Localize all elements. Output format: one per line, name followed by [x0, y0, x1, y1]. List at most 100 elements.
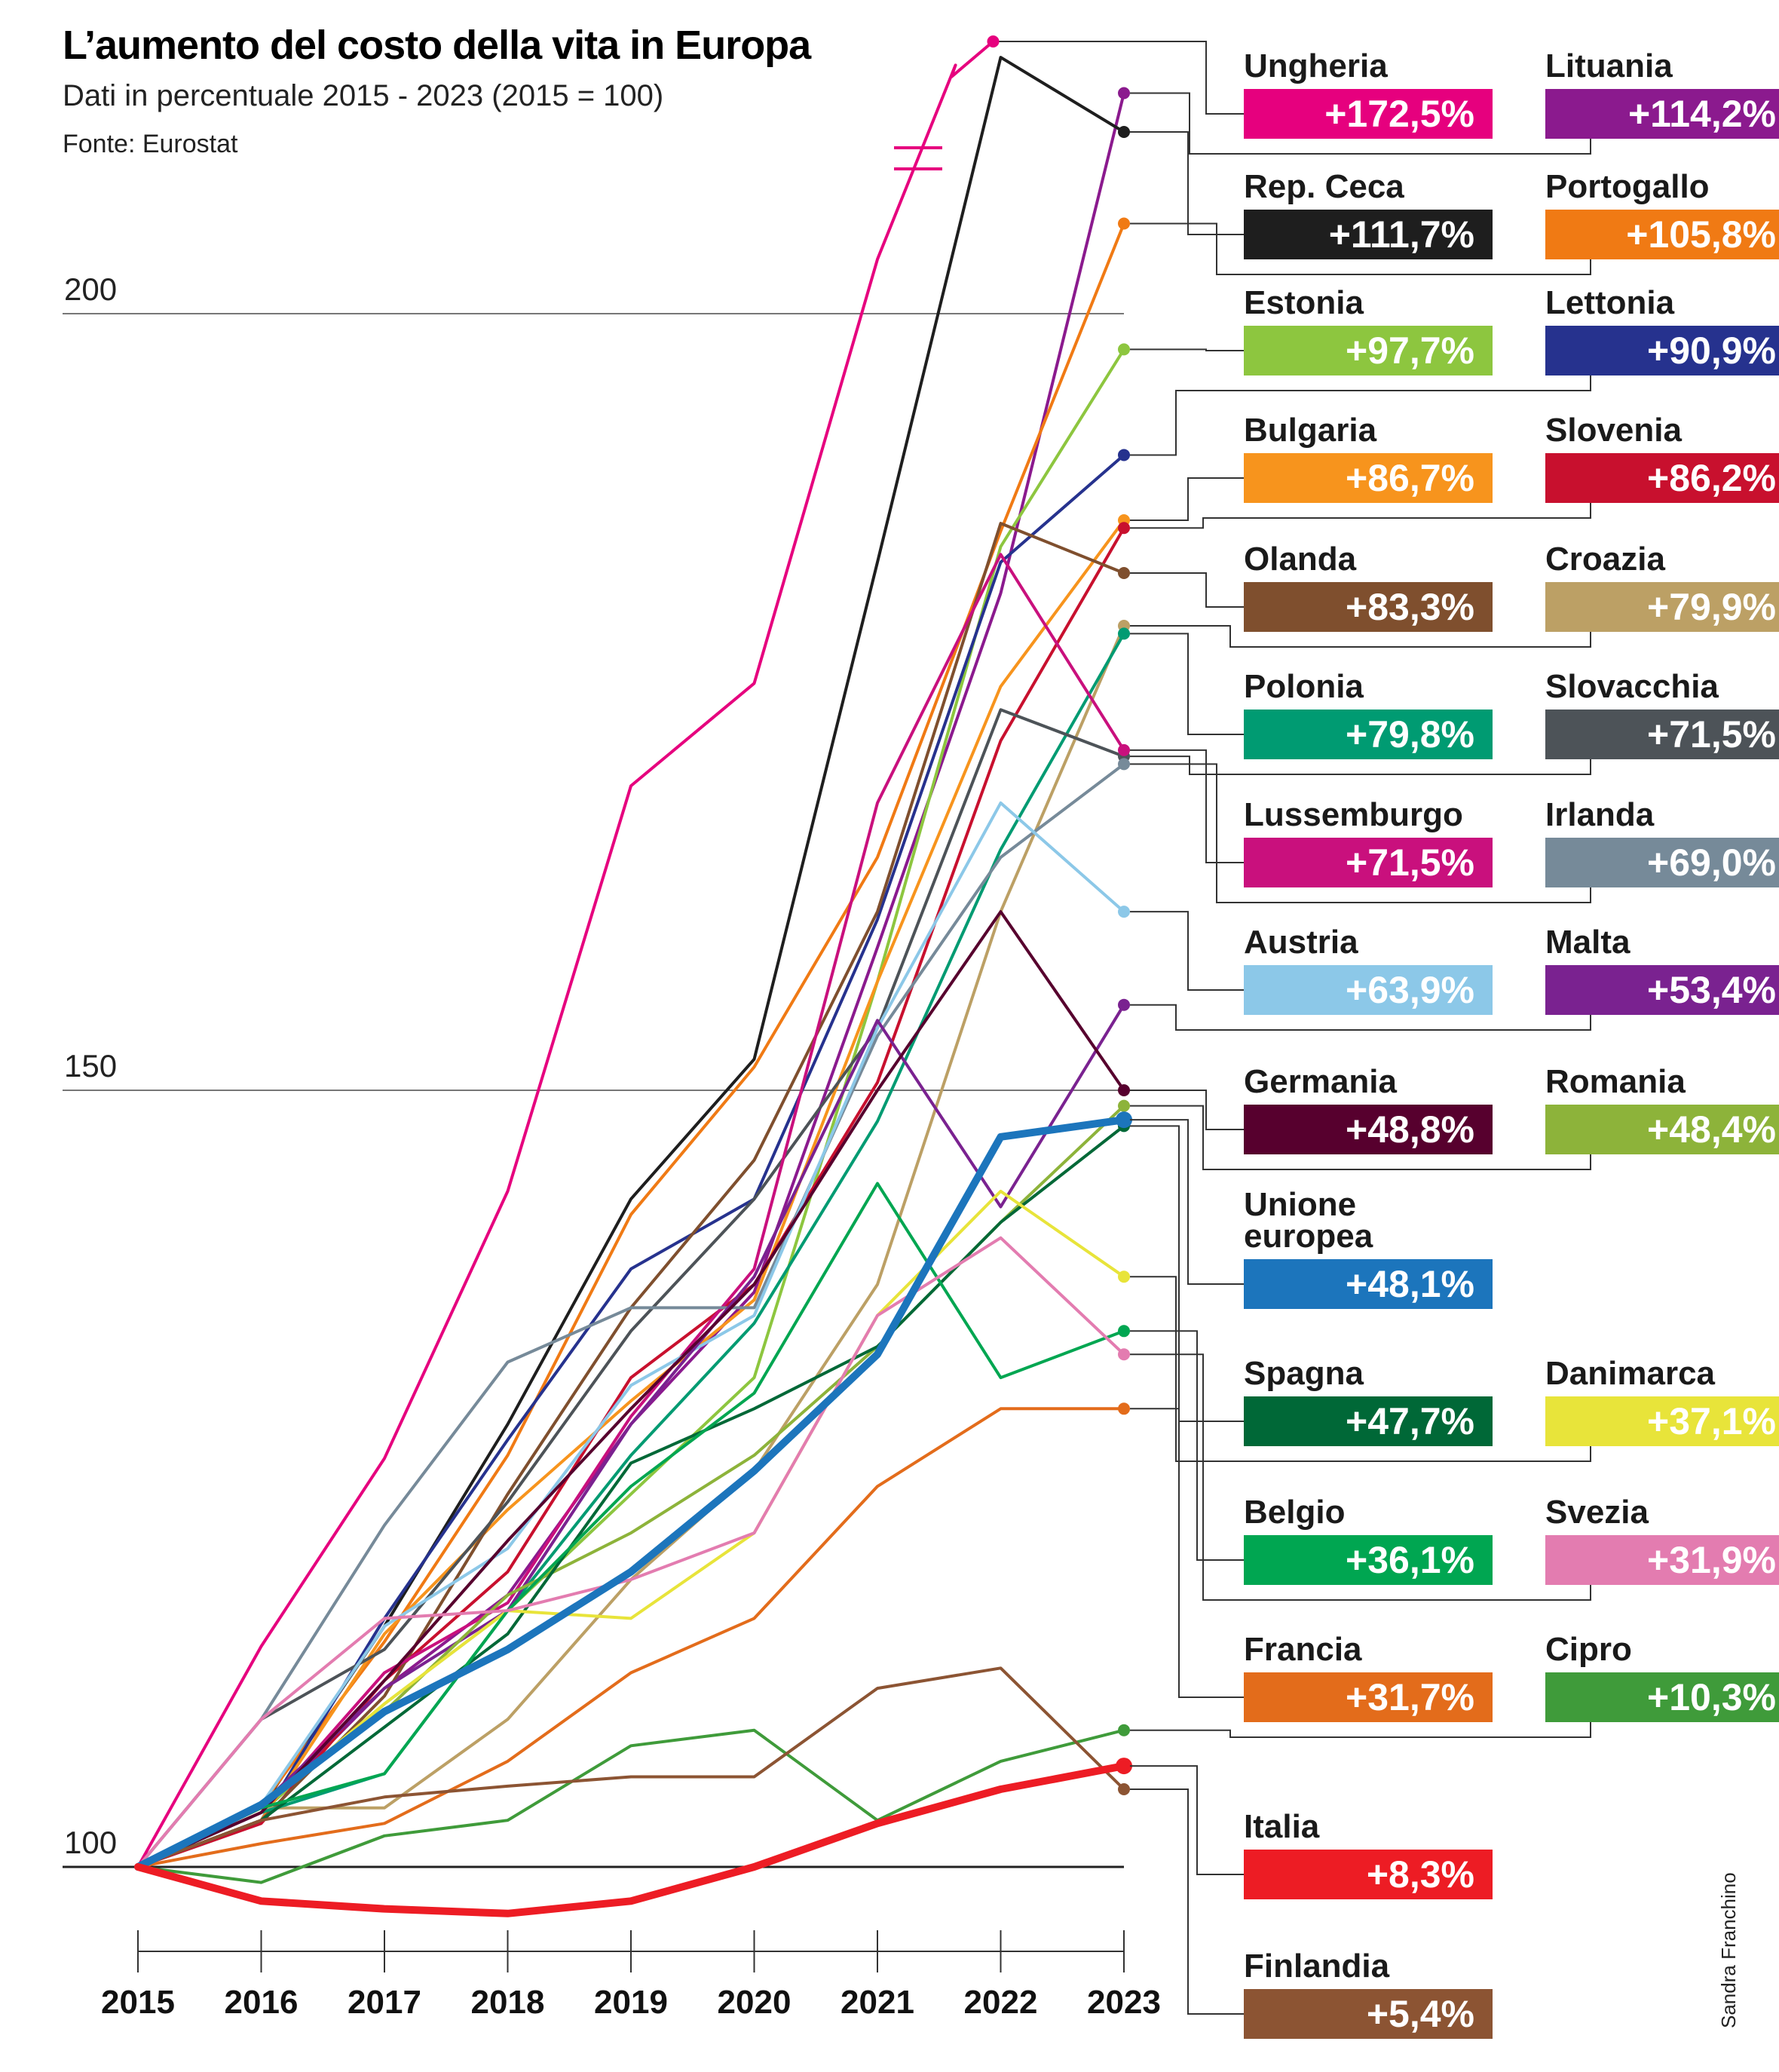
legend-item-danimarca: Danimarca +37,1% [1130, 1276, 1779, 1462]
legend-name: Italia [1244, 1808, 1320, 1845]
legend-value: +172,5% [1324, 93, 1474, 135]
legend-swatch [1545, 1105, 1779, 1154]
legend-name: europea [1244, 1218, 1373, 1255]
legend-name: Austria [1244, 924, 1358, 961]
legend-name: Svezia [1545, 1494, 1649, 1531]
series-end-dot-unione-europea [1116, 1111, 1132, 1129]
y-tick-label-100: 100 [64, 1825, 117, 1860]
y-tick-label-200: 200 [64, 271, 117, 307]
x-tick-label-2022: 2022 [964, 1984, 1038, 2021]
legend-value: +53,4% [1647, 969, 1776, 1011]
leader-line [1130, 1353, 1591, 1601]
legend-item-olanda: Olanda +83,3% [1130, 541, 1493, 632]
leader-line [1130, 633, 1244, 735]
series-line-bulgaria [136, 518, 1125, 1868]
legend-swatch [1244, 1535, 1493, 1585]
x-tick-label-2020: 2020 [718, 1984, 792, 2021]
x-tick-label-2017: 2017 [348, 1984, 421, 2021]
leader-line [1130, 375, 1591, 456]
series-line-portogallo [136, 222, 1125, 1868]
series-end-dot-estonia [1118, 343, 1130, 356]
legend-swatch [1545, 838, 1779, 887]
legend-value: +90,9% [1647, 329, 1776, 372]
legend-item-lituania: Lituania +114,2% [1130, 48, 1779, 155]
legend-swatch [1545, 1396, 1779, 1446]
leader-line [1130, 763, 1591, 903]
leader-line [1130, 477, 1244, 521]
legend-item-irlanda: Irlanda +69,0% [1130, 763, 1779, 903]
legend-item-italia: Italia +8,3% [1130, 1765, 1493, 1899]
legend-swatch [1244, 89, 1493, 139]
legend-swatch [1545, 210, 1779, 259]
legend-swatch [1545, 89, 1779, 139]
series-end-dot-rep-ceca [1118, 125, 1130, 138]
series-line-finlandia [136, 1666, 1125, 1868]
legend-value: +63,9% [1346, 969, 1474, 1011]
series-line-germania [136, 910, 1125, 1868]
leader-line [1130, 572, 1244, 608]
x-tick-label-2023: 2023 [1087, 1984, 1161, 2021]
leader-line [1130, 1090, 1244, 1130]
legend-name: Lettonia [1545, 284, 1675, 321]
legend-value: +31,9% [1647, 1539, 1776, 1581]
series-end-dot-italia [1116, 1758, 1132, 1775]
series-end-dot-lituania [1118, 87, 1130, 100]
legend-item-spagna: Spagna +47,7% [1130, 1125, 1493, 1446]
legend-swatch [1244, 1259, 1493, 1309]
series-end-dot-finlandia [1118, 1783, 1130, 1795]
chart-subtitle: Dati in percentuale 2015 - 2023 (2015 = … [63, 79, 663, 112]
legend-value: +8,3% [1367, 1853, 1474, 1896]
legend-name: Germania [1244, 1063, 1398, 1100]
legend-swatch [1244, 838, 1493, 887]
legend-value: +5,4% [1367, 1993, 1474, 2035]
legend-value: +79,9% [1647, 586, 1776, 628]
gridlines: 100 150 200 [63, 271, 1124, 1868]
series-line-cipro [136, 1728, 1125, 1884]
series-end-dot-lussemburgo [1118, 743, 1130, 756]
legend-item-bulgaria: Bulgaria +86,7% [1130, 412, 1493, 521]
legend-name: Spagna [1244, 1355, 1364, 1392]
legend-swatch [1244, 582, 1493, 632]
legend-name: Rep. Ceca [1244, 168, 1404, 205]
legend-value: +69,0% [1647, 841, 1776, 884]
legend-value: +86,7% [1346, 457, 1474, 499]
series-line-italia [134, 1762, 1128, 1917]
legend-swatch [1244, 710, 1493, 759]
legend-item-slovacchia: Slovacchia +71,5% [1130, 668, 1779, 775]
series-end-dot-malta [1118, 998, 1130, 1011]
legend-item-romania: Romania +48,4% [1130, 1063, 1779, 1170]
series-end-dot-lettonia [1118, 449, 1130, 461]
series-line-danimarca [136, 1189, 1125, 1868]
legend-name: Danimarca [1545, 1355, 1716, 1392]
leader-line [1130, 503, 1591, 529]
legend-item-portogallo: Portogallo +105,8% [1130, 168, 1779, 275]
series-line-slovacchia [136, 708, 1125, 1868]
leader-line [1130, 92, 1591, 155]
legend-swatch [1545, 965, 1779, 1015]
legend-value: +105,8% [1626, 213, 1776, 256]
leader-line [1130, 1765, 1244, 1875]
x-tick-label-2016: 2016 [225, 1984, 299, 2021]
leader-line [1130, 1105, 1591, 1170]
legend-swatch [1545, 1535, 1779, 1585]
leader-line [1130, 756, 1591, 775]
legend-name: Portogallo [1545, 168, 1710, 205]
legend-item-croazia: Croazia +79,9% [1130, 541, 1779, 648]
legend-value: +37,1% [1647, 1400, 1776, 1442]
legend-name: Olanda [1244, 541, 1357, 578]
legend-name: Ungheria [1244, 48, 1388, 84]
series-end-dot-ungheria [987, 35, 1000, 48]
legend-swatch [1545, 453, 1779, 503]
x-tick-label-2019: 2019 [594, 1984, 668, 2021]
series-line-francia [136, 1407, 1125, 1868]
legend-swatch [1545, 1672, 1779, 1722]
legend-item-belgio: Belgio+36,1% [1130, 1330, 1493, 1585]
legend-name: Francia [1244, 1631, 1362, 1668]
legend-item-malta: Malta +53,4% [1130, 924, 1779, 1031]
legend-swatch [1244, 1396, 1493, 1446]
legend-swatch [1244, 326, 1493, 375]
legend-value: +36,1% [1346, 1539, 1474, 1581]
legend-name: Estonia [1244, 284, 1364, 321]
